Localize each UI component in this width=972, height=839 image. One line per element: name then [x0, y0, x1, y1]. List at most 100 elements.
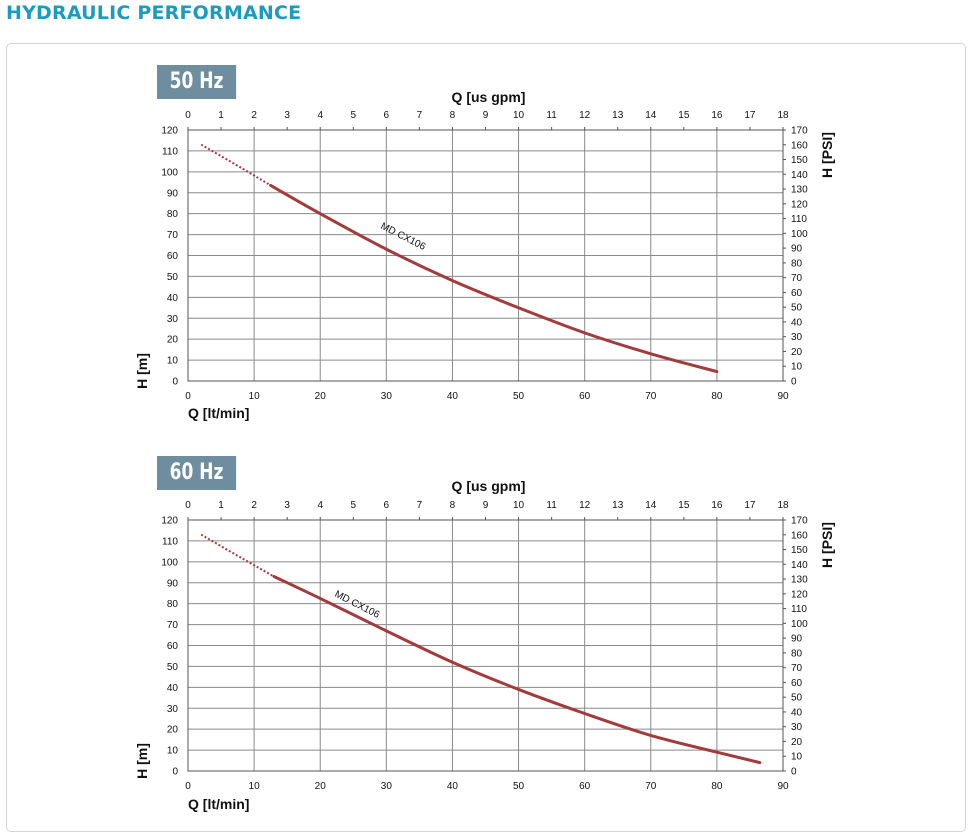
- y-tick-label: 50: [167, 272, 179, 283]
- y-axis-title: H [m]: [134, 353, 150, 389]
- y2-tick-label: 170: [791, 516, 808, 527]
- x2-axis-title: Q [us gpm]: [452, 89, 526, 105]
- x2-tick-label: 12: [579, 110, 591, 121]
- x2-tick-label: 0: [185, 500, 191, 511]
- y-tick-label: 0: [172, 377, 178, 388]
- y-tick-label: 90: [167, 188, 179, 199]
- y2-tick-label: 160: [791, 140, 808, 151]
- x-tick-label: 30: [381, 391, 393, 402]
- y2-tick-label: 110: [791, 604, 807, 615]
- chart-title-60hz: 60 Hz: [157, 456, 237, 490]
- chart-50hz: 0 10 20 30 40 50 60 70 80 90010203040506070809010…: [134, 89, 835, 421]
- y2-tick-label: 140: [791, 170, 808, 181]
- x-tick-label: 10: [249, 391, 261, 402]
- x2-tick-label: 8: [450, 500, 456, 511]
- y-tick-label: 110: [162, 536, 178, 547]
- y-tick-label: 120: [161, 126, 178, 137]
- x2-tick-label: 2: [251, 500, 257, 511]
- y2-tick-label: 50: [791, 693, 803, 704]
- y2-tick-label: 90: [791, 634, 803, 645]
- x2-tick-label: 9: [483, 500, 489, 511]
- x2-tick-label: 5: [350, 110, 356, 121]
- y2-tick-label: 40: [791, 317, 803, 328]
- y2-tick-label: 160: [791, 530, 808, 541]
- y-tick-label: 10: [167, 746, 179, 757]
- y2-tick-label: 80: [791, 648, 803, 659]
- x-tick-label: 80: [711, 391, 723, 402]
- y-tick-label: 30: [167, 704, 179, 715]
- y2-tick-label: 130: [791, 185, 808, 196]
- y-tick-label: 10: [167, 356, 179, 367]
- y-axis-title: H [m]: [134, 743, 150, 779]
- y2-tick-label: 70: [791, 663, 803, 674]
- chart-title-50hz: 50 Hz: [157, 65, 237, 99]
- y-tick-label: 60: [167, 251, 179, 262]
- y2-tick-label: 100: [791, 229, 808, 240]
- curve-solid-segment: [269, 183, 719, 374]
- y-tick-label: 20: [167, 725, 179, 736]
- y2-tick-label: 90: [791, 244, 803, 255]
- y2-tick-label: 30: [791, 332, 803, 343]
- page-title: HYDRAULIC PERFORMANCE: [6, 2, 302, 24]
- y2-tick-label: 140: [791, 560, 808, 571]
- x-tick-label: 60: [579, 391, 591, 402]
- x-tick-label: 30: [381, 781, 393, 792]
- x-tick-label: 90: [777, 781, 789, 792]
- x2-tick-label: 11: [546, 110, 557, 121]
- y2-tick-label: 170: [791, 126, 808, 137]
- x2-tick-label: 14: [645, 500, 657, 511]
- x2-tick-label: 4: [317, 110, 323, 121]
- y-tick-label: 110: [162, 146, 178, 157]
- y-tick-label: 70: [167, 620, 179, 631]
- x-tick-label: 50: [513, 781, 525, 792]
- y2-tick-label: 30: [791, 722, 803, 733]
- y-tick-label: 20: [167, 335, 179, 346]
- chart-panel: [6, 43, 966, 832]
- x2-tick-label: 2: [251, 110, 257, 121]
- x2-tick-label: 10: [513, 110, 525, 121]
- curve-dotted-segment: [200, 143, 272, 187]
- x2-tick-label: 8: [450, 110, 456, 121]
- x2-axis-title: Q [us gpm]: [452, 478, 526, 494]
- x-tick-label: 20: [315, 391, 327, 402]
- y-tick-label: 100: [161, 557, 178, 568]
- x-tick-label: 70: [645, 391, 657, 402]
- y2-tick-label: 10: [791, 362, 803, 373]
- y-tick-label: 40: [167, 683, 179, 694]
- y-tick-label: 80: [167, 599, 179, 610]
- x-axis-title: Q [lt/min]: [188, 796, 249, 812]
- x-tick-label: 40: [447, 391, 459, 402]
- x-tick-label: 40: [447, 781, 459, 792]
- x-tick-label: 20: [315, 781, 327, 792]
- x2-tick-label: 10: [513, 500, 525, 511]
- y2-axis-title: H [PSI]: [819, 522, 835, 568]
- x-tick-label: 10: [249, 781, 261, 792]
- y2-tick-label: 100: [791, 619, 808, 630]
- x-tick-label: 80: [711, 781, 723, 792]
- x2-tick-label: 15: [678, 500, 690, 511]
- y2-axis-title: H [PSI]: [819, 132, 835, 178]
- y2-tick-label: 150: [791, 545, 808, 556]
- curve-solid-segment: [272, 574, 762, 765]
- x2-tick-label: 16: [711, 500, 723, 511]
- x2-tick-label: 7: [417, 110, 423, 121]
- y2-tick-label: 10: [791, 752, 803, 763]
- x2-tick-label: 6: [384, 500, 390, 511]
- y2-tick-label: 150: [791, 155, 808, 166]
- y-tick-label: 0: [172, 767, 178, 778]
- y2-tick-label: 120: [791, 199, 808, 210]
- y-tick-label: 40: [167, 293, 179, 304]
- y2-tick-label: 20: [791, 347, 803, 358]
- y-tick-label: 60: [167, 641, 179, 652]
- y2-tick-label: 70: [791, 273, 803, 284]
- x2-tick-label: 18: [777, 500, 789, 511]
- x2-tick-label: 17: [744, 500, 756, 511]
- y2-tick-label: 60: [791, 678, 803, 689]
- x-tick-label: 0: [185, 391, 191, 402]
- x-tick-label: 60: [579, 781, 591, 792]
- y-tick-label: 50: [167, 662, 179, 673]
- y2-tick-label: 40: [791, 707, 803, 718]
- x2-tick-label: 13: [612, 500, 624, 511]
- x2-tick-label: 4: [317, 500, 323, 511]
